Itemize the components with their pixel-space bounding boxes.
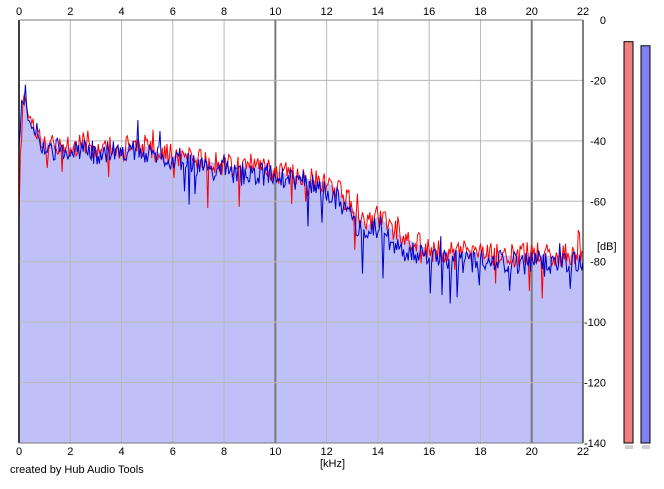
x-tick-label-top-7: 14 — [372, 6, 384, 18]
y-tick-label-2: -40 — [590, 136, 606, 148]
x-tick-label-bottom-1: 2 — [67, 446, 73, 458]
x-tick-label-bottom-0: 0 — [16, 446, 22, 458]
level-meter-base-1 — [625, 445, 633, 449]
x-tick-label-bottom-10: 20 — [526, 446, 538, 458]
series-line-blue — [18, 84, 584, 304]
x-tick-label-top-9: 18 — [474, 6, 486, 18]
x-tick-label-bottom-6: 12 — [321, 446, 333, 458]
y-tick-label-1: -20 — [590, 75, 606, 87]
x-tick-label-bottom-9: 18 — [474, 446, 486, 458]
y-tick-label-4: -80 — [590, 257, 606, 269]
x-tick-label-top-5: 10 — [269, 6, 281, 18]
x-axis-unit: [kHz] — [320, 458, 346, 470]
x-tick-label-bottom-3: 6 — [170, 446, 176, 458]
x-tick-label-top-4: 8 — [221, 6, 227, 18]
level-meter-1 — [623, 41, 634, 444]
level-meter-base-2 — [642, 445, 650, 449]
x-tick-label-bottom-7: 14 — [372, 446, 384, 458]
x-tick-label-top-2: 4 — [118, 6, 124, 18]
y-tick-label-3: -60 — [590, 196, 606, 208]
credit-text: created by Hub Audio Tools — [10, 464, 144, 476]
x-tick-label-bottom-8: 16 — [423, 446, 435, 458]
y-axis-unit: [dB] — [597, 241, 617, 253]
y-tick-label-6: -120 — [584, 378, 606, 390]
spectrum-fill-area — [19, 92, 583, 443]
x-tick-label-top-8: 16 — [423, 6, 435, 18]
y-tick-label-0: 0 — [600, 15, 606, 27]
y-tick-label-5: -100 — [584, 317, 606, 329]
level-meter-2 — [640, 45, 651, 444]
x-tick-label-top-11: 22 — [577, 6, 589, 18]
x-tick-label-top-0: 0 — [16, 6, 22, 18]
x-tick-label-top-6: 12 — [321, 6, 333, 18]
x-tick-label-top-10: 20 — [526, 6, 538, 18]
x-tick-label-bottom-11: 22 — [577, 446, 589, 458]
x-tick-label-top-3: 6 — [170, 6, 176, 18]
x-tick-label-top-1: 2 — [67, 6, 73, 18]
x-tick-label-bottom-2: 4 — [118, 446, 124, 458]
x-tick-label-bottom-4: 8 — [221, 446, 227, 458]
y-tick-label-7: -140 — [584, 438, 606, 450]
x-tick-label-bottom-5: 10 — [269, 446, 281, 458]
